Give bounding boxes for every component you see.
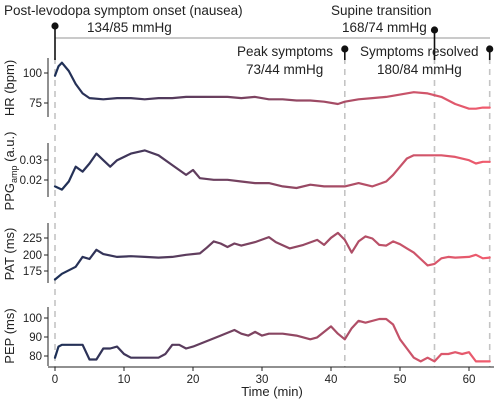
x-axis-label: Time (min) [241,384,303,399]
x-tick-label-5: 50 [394,374,407,386]
x-axis: 0 10 20 30 40 50 60 Time (min) [48,366,494,399]
pat-series-line [53,231,491,281]
pep-y-tick-label-0: 80 [29,351,42,363]
pat-y-tick-2: 225 [23,233,48,245]
x-tick-label-3: 30 [256,374,269,386]
ppg-y-axis-label: PPGamp (a.u.) [2,132,19,211]
event-4-bp: 180/84 mmHg [377,62,462,77]
event-2-label: Peak symptoms [237,44,333,59]
ppg-y-axis-label-subscript: amp [9,165,19,183]
event-2-bp: 73/44 mmHg [246,62,323,77]
hr-y-tick-0: 75 [29,98,48,110]
pep-y-tick-label-1: 90 [29,332,42,344]
ppg-y-tick-0: 0.02 [20,175,48,187]
ppg-series-line [53,149,491,191]
hr-y-tick-label-1: 100 [23,68,42,80]
ppg-y-tick-label-0: 0.02 [20,175,42,187]
x-tick-0: 0 [52,367,58,386]
x-tick-3: 30 [256,367,269,386]
event-1-dot [51,22,59,30]
pep-y-tick-1: 90 [29,332,48,344]
pep-y-tick-2: 100 [23,313,48,325]
event-annotations: Post-levodopa symptom onset (nausea) 134… [4,3,479,77]
x-tick-label-6: 60 [463,374,476,386]
x-tick-label-0: 0 [52,374,58,386]
pat-y-tick-0: 175 [23,266,48,278]
event-4-label: Symptoms resolved [360,44,479,59]
x-tick-label-2: 20 [187,374,200,386]
ppg-y-tick-1: 0.03 [20,155,48,167]
ppg-y-tick-label-1: 0.03 [20,155,42,167]
hr-y-tick-1: 100 [23,68,48,80]
pep-y-tick-0: 80 [29,351,48,363]
ppg-panel: PPGamp (a.u.) 0.02 0.03 [2,132,491,211]
pep-y-tick-label-2: 100 [23,313,42,325]
x-tick-6: 60 [463,367,476,386]
x-tick-label-4: 40 [325,374,338,386]
event-3-dot [430,26,439,34]
pat-y-tick-label-0: 175 [23,266,42,278]
event-3-label: Supine transition [331,3,432,18]
pat-y-axis-label: PAT (ms) [2,228,17,281]
event-3-bp: 168/74 mmHg [342,20,427,35]
hr-series-line [53,61,491,110]
event-markers [51,22,494,367]
x-tick-label-1: 10 [118,374,131,386]
event-2-dot [341,45,349,53]
pat-y-tick-1: 200 [23,250,48,262]
ppg-y-axis-label-main: PPG [2,183,17,210]
pep-panel: PEP (ms) 80 90 100 [2,307,491,366]
pat-y-tick-label-2: 225 [23,233,42,245]
hr-panel: HR (bpm) 75 100 [2,58,491,117]
pat-y-tick-label-1: 200 [23,250,42,262]
event-1-bp: 134/85 mmHg [87,20,172,35]
event-1-label: Post-levodopa symptom onset (nausea) [4,3,243,18]
x-tick-2: 20 [187,367,200,386]
pep-y-axis-label: PEP (ms) [2,308,17,363]
ppg-y-axis-label-unit: (a.u.) [2,132,17,166]
x-tick-5: 50 [394,367,407,386]
x-tick-4: 40 [325,367,338,386]
hr-y-axis-label: HR (bpm) [2,60,17,116]
pat-panel: PAT (ms) 175 200 225 [2,223,491,283]
pep-series-line [53,317,491,363]
x-tick-1: 10 [118,367,131,386]
event-4-dot [486,45,494,53]
hr-y-tick-label-0: 75 [29,98,42,110]
